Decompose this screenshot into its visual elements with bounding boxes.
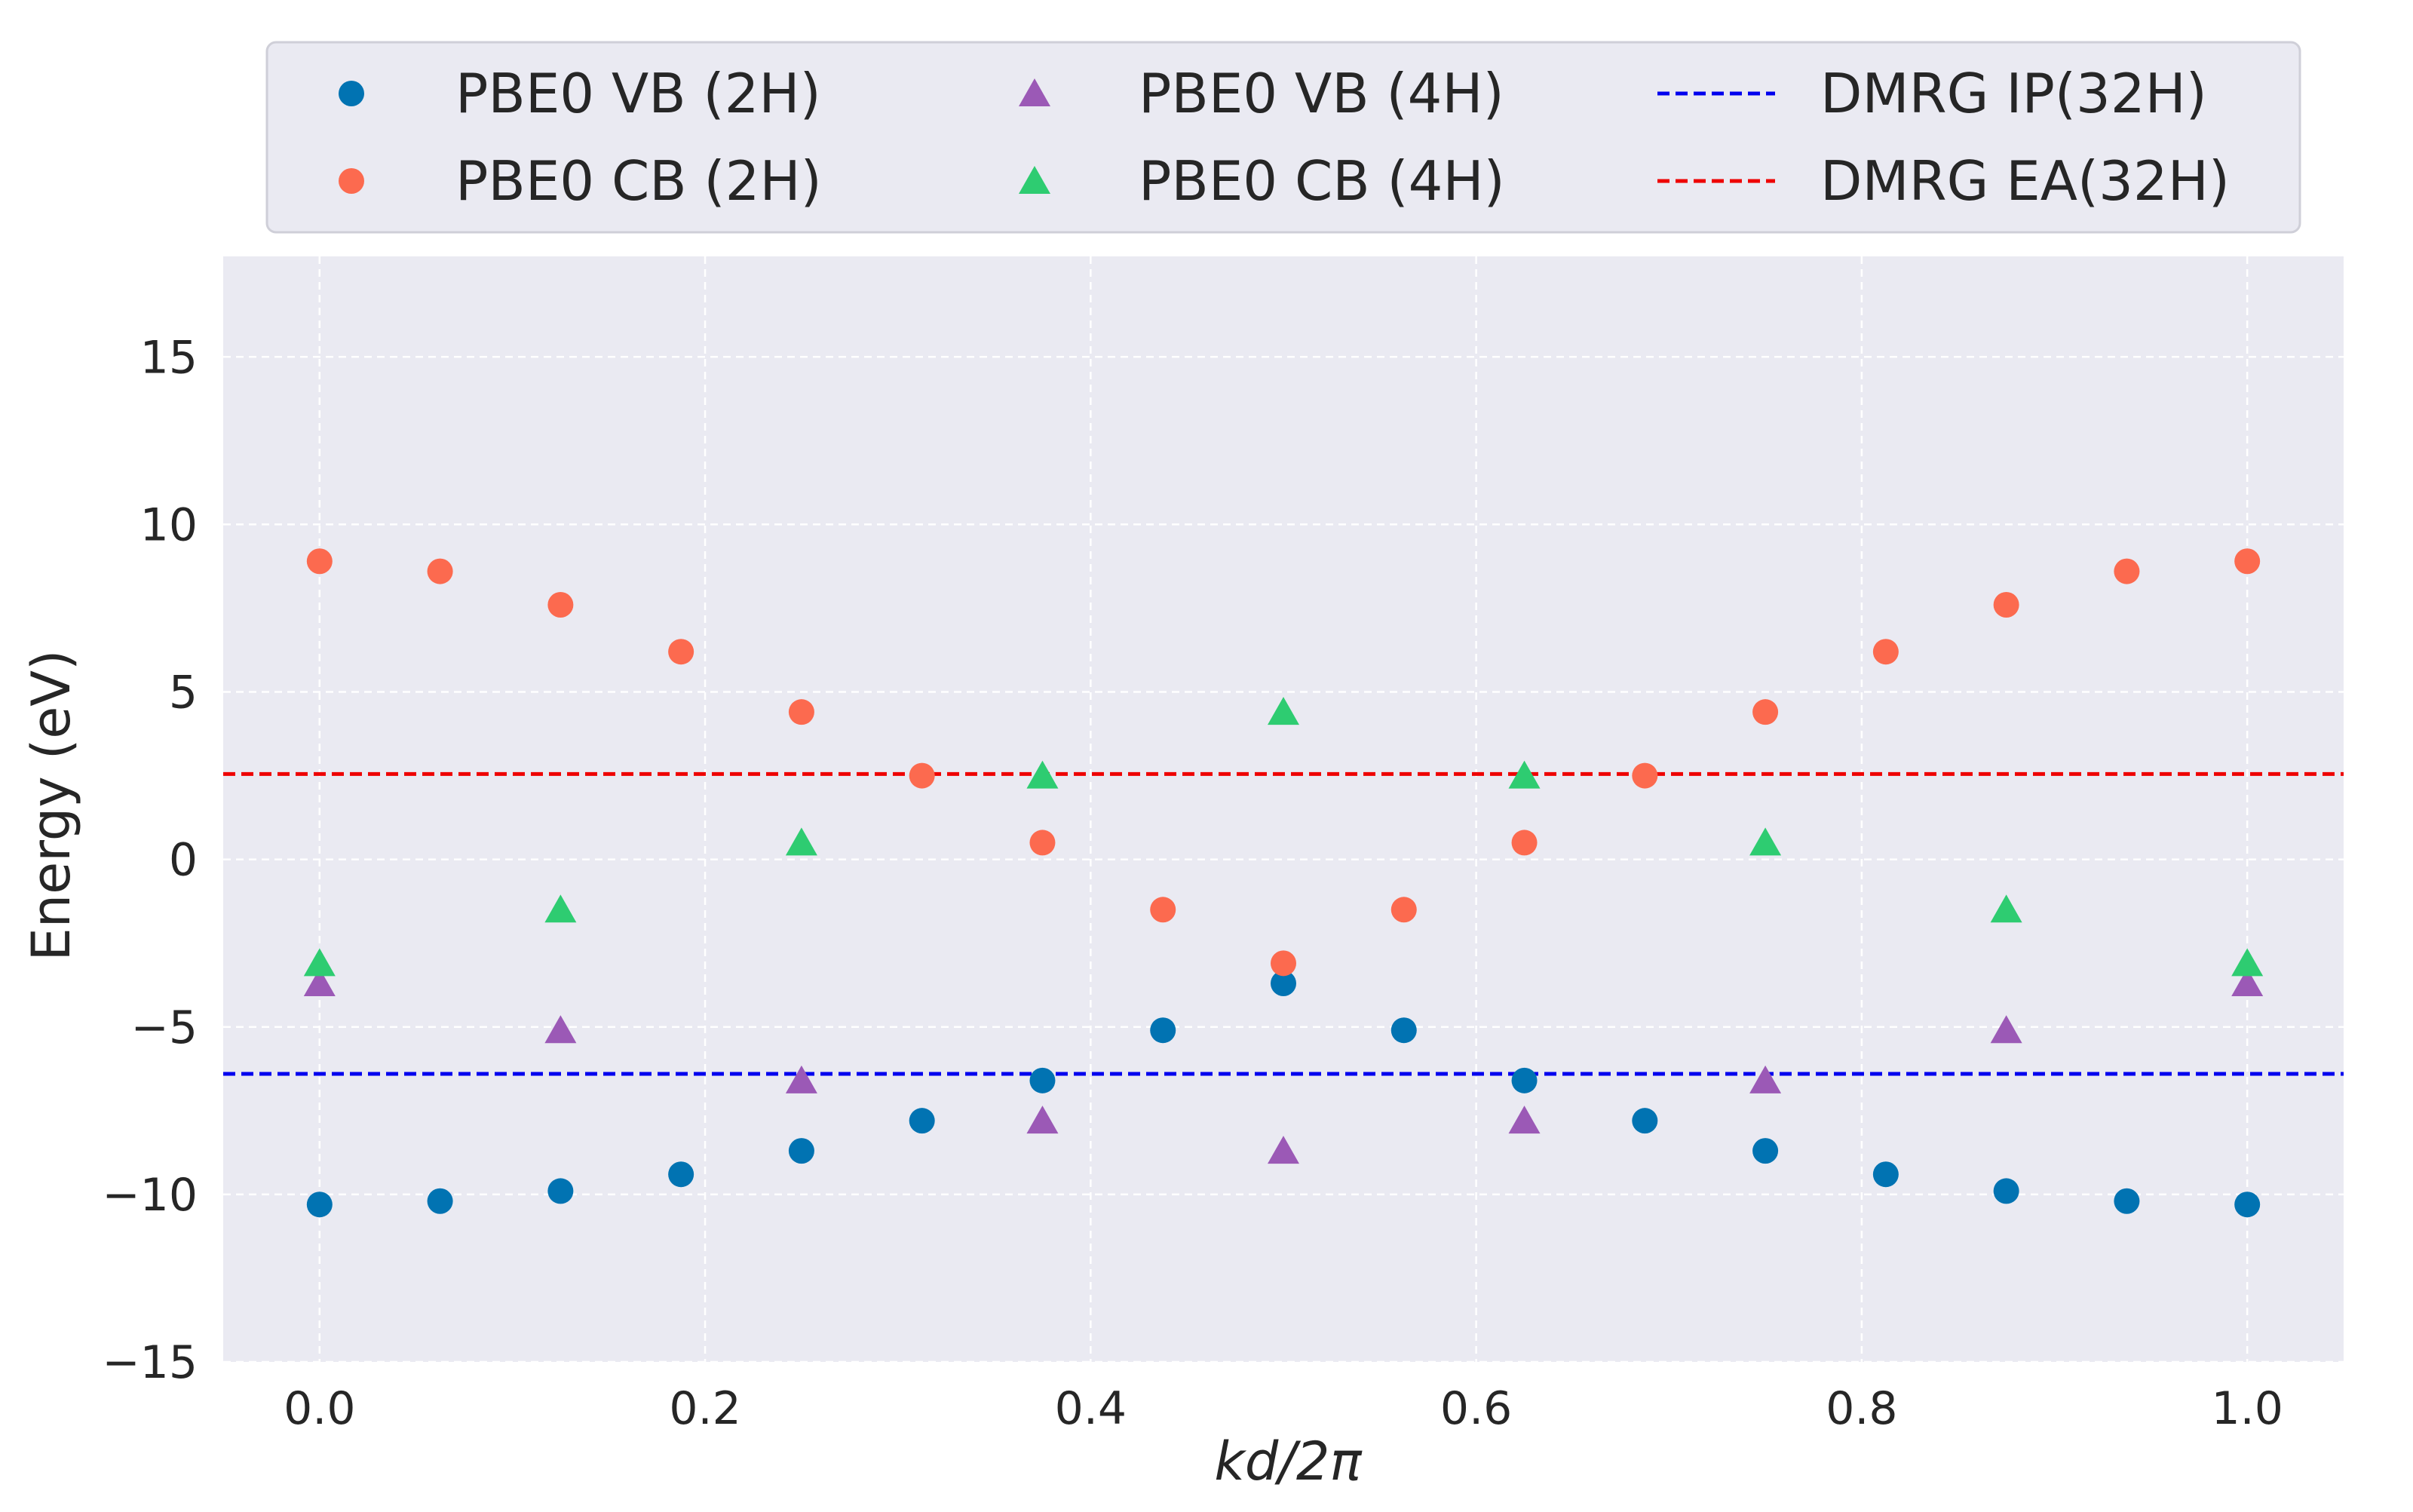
- data-point: [1150, 897, 1176, 923]
- data-point: [1752, 699, 1779, 725]
- data-point: [2114, 1188, 2140, 1214]
- data-point: [909, 1108, 935, 1134]
- data-point: [2234, 548, 2261, 575]
- legend-label: PBE0 VB (4H): [1139, 62, 1504, 125]
- y-tick-label: 5: [169, 667, 198, 719]
- data-point: [1271, 971, 1296, 997]
- data-point: [2114, 558, 2140, 584]
- data-point: [1390, 897, 1417, 923]
- plot-area: 0.0 0.2 0.4 0.6 0.8 1.0 −15 −10 −5 0 5 10 15: [102, 256, 2344, 1435]
- data-point: [2231, 948, 2264, 977]
- data-point: [909, 762, 935, 789]
- data-point: [1508, 760, 1541, 789]
- data-point: [1508, 1106, 1541, 1134]
- data-point: [1872, 639, 1899, 665]
- x-tick-label: 0.4: [1055, 1382, 1127, 1435]
- data-point: [303, 968, 336, 997]
- y-tick-label: 0: [169, 834, 198, 887]
- plot-background: [223, 256, 2344, 1362]
- data-point: [668, 1161, 694, 1188]
- data-point: [785, 1065, 817, 1093]
- legend-label: DMRG IP(32H): [1820, 62, 2207, 125]
- legend-label: PBE0 CB (4H): [1139, 149, 1505, 213]
- data-point: [1026, 760, 1059, 789]
- data-point: [1029, 830, 1056, 856]
- data-point: [1632, 1108, 1658, 1134]
- legend-label: PBE0 VB (2H): [455, 62, 821, 125]
- data-point: [1268, 697, 1299, 725]
- data-point: [544, 1015, 577, 1044]
- y-tick-label: −10: [102, 1169, 198, 1222]
- data-point: [1150, 1017, 1176, 1044]
- x-tick-label: 1.0: [2211, 1382, 2283, 1435]
- y-tick-label: −5: [131, 1001, 198, 1054]
- data-point: [1268, 1136, 1299, 1164]
- data-point: [788, 1138, 814, 1164]
- y-tick-label: 10: [140, 498, 198, 551]
- y-tick-label: 15: [140, 331, 198, 384]
- legend: PBE0 VB (2H) PBE0 CB (2H) PBE0 VB (4H) PBE0…: [265, 41, 2301, 234]
- y-tick-label: −15: [102, 1336, 198, 1389]
- legend-frame: [265, 41, 2301, 234]
- data-point: [547, 1178, 574, 1204]
- data-point: [1390, 1017, 1417, 1044]
- data-point: [788, 699, 814, 725]
- data-point: [1993, 592, 2019, 618]
- data-point: [1752, 1138, 1779, 1164]
- data-point: [306, 548, 333, 575]
- data-point: [1632, 762, 1658, 789]
- data-point: [427, 1188, 453, 1214]
- data-point: [668, 639, 694, 665]
- data-point: [547, 592, 574, 618]
- data-point: [303, 948, 336, 977]
- legend-label: PBE0 CB (2H): [455, 149, 822, 213]
- data-point: [1749, 827, 1782, 856]
- legend-marker: [339, 168, 364, 194]
- x-tick-label: 0.6: [1440, 1382, 1512, 1435]
- legend-marker: [1019, 166, 1050, 194]
- data-point: [1026, 1106, 1059, 1134]
- data-point: [2231, 968, 2264, 997]
- data-point: [544, 894, 577, 923]
- data-point: [1990, 894, 2022, 923]
- data-point: [306, 1192, 333, 1218]
- data-point: [785, 827, 817, 856]
- x-tick-label: 0.8: [1826, 1382, 1897, 1435]
- data-point: [1511, 1067, 1538, 1093]
- data-point: [1271, 950, 1296, 977]
- x-tick-label: 0.0: [284, 1382, 355, 1435]
- data-point: [1993, 1178, 2019, 1204]
- data-point: [1511, 830, 1538, 856]
- data-point: [1749, 1065, 1782, 1093]
- data-point: [1990, 1015, 2022, 1044]
- x-axis-title: kd/2π: [1214, 1431, 1363, 1492]
- data-point: [2234, 1192, 2261, 1218]
- legend-marker: [1019, 78, 1050, 106]
- data-point: [1029, 1067, 1056, 1093]
- legend-marker: [339, 81, 364, 106]
- data-point: [427, 558, 453, 584]
- legend-label: DMRG EA(32H): [1820, 149, 2230, 213]
- x-tick-label: 0.2: [669, 1382, 740, 1435]
- data-point: [1872, 1161, 1899, 1188]
- y-axis-title: Energy (eV): [20, 650, 82, 961]
